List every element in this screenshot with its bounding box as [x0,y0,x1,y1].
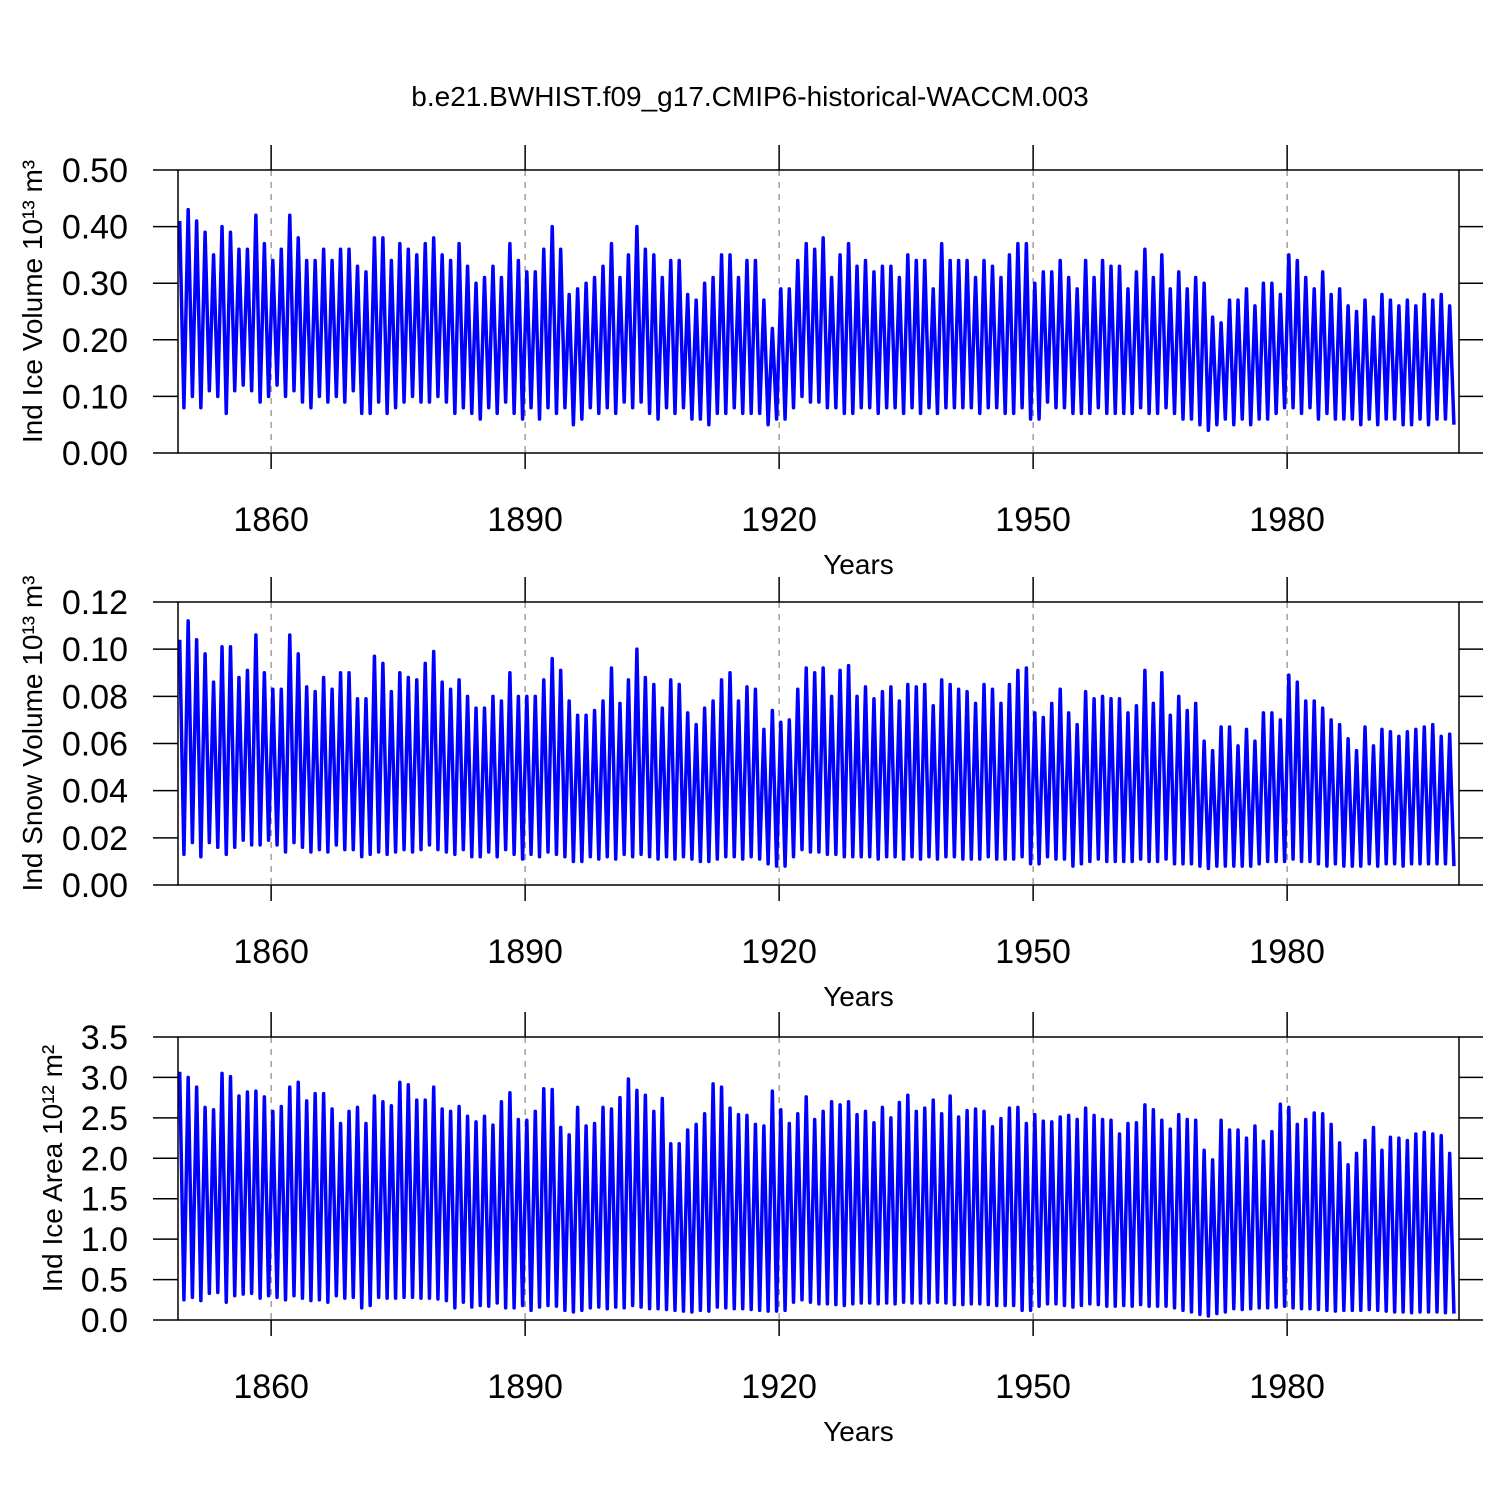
x-axis-label: Years [823,981,894,1012]
y-tick-label: 0.0 [81,1302,128,1340]
y-tick-label: 0.02 [62,820,128,858]
figure-title: b.e21.BWHIST.f09_g17.CMIP6-historical-WA… [411,81,1088,112]
x-tick-label: 1890 [487,933,563,971]
y-tick-label: 1.5 [81,1181,128,1219]
x-tick-label: 1920 [741,501,817,539]
y-tick-label: 0.50 [62,152,128,190]
plot-frame [177,1036,1460,1321]
y-tick-label: 3.0 [81,1059,128,1097]
x-tick-label: 1980 [1249,501,1325,539]
y-tick-label: 2.0 [81,1140,128,1178]
panel: 1860 1890 1920 1950 1980 0.00 0.02 0.04 0.06 0.08… [17,576,1483,1012]
x-tick-label: 1890 [487,501,563,539]
y-axis-label: Ind Snow Volume 10¹³ m³ [17,576,48,892]
x-tick-label: 1950 [995,501,1071,539]
x-tick-label: 1950 [995,933,1071,971]
x-tick-label: 1980 [1249,933,1325,971]
y-tick-label: 0.00 [62,867,128,905]
x-tick-label: 1860 [233,501,309,539]
y-tick-label: 0.08 [62,678,128,716]
y-tick-label: 0.04 [62,773,128,811]
x-tick-label: 1860 [233,933,309,971]
y-tick-label: 0.30 [62,265,128,303]
data-line [177,1071,1456,1318]
y-axis-label: Ind Ice Area 10¹² m² [37,1045,68,1292]
y-tick-label: 1.0 [81,1221,128,1259]
x-tick-label: 1890 [487,1368,563,1406]
y-tick-label: 2.5 [81,1100,128,1138]
y-tick-label: 0.5 [81,1262,128,1300]
y-tick-label: 0.10 [62,378,128,416]
y-tick-label: 0.20 [62,322,128,360]
y-tick-label: 0.10 [62,631,128,669]
data-line [177,207,1456,433]
x-axis-label: Years [823,549,894,580]
y-tick-label: 0.12 [62,584,128,622]
panel: 1860 1890 1920 1950 1980 0.00 0.10 0.20 0.30 0.40… [17,145,1483,580]
x-tick-label: 1920 [741,933,817,971]
x-tick-label: 1860 [233,1368,309,1406]
x-tick-label: 1980 [1249,1368,1325,1406]
y-tick-label: 0.06 [62,726,128,764]
x-tick-label: 1950 [995,1368,1071,1406]
panel: 1860 1890 1920 1950 19800.00.51.01.52.02.53.… [37,1012,1483,1447]
data-line [177,619,1456,871]
plot-frame [177,601,1460,886]
y-tick-label: 0.40 [62,209,128,247]
y-tick-label: 3.5 [81,1019,128,1057]
x-axis-label: Years [823,1416,894,1447]
x-tick-label: 1920 [741,1368,817,1406]
y-axis-label: Ind Ice Volume 10¹³ m³ [17,160,48,443]
plot-frame [177,169,1460,454]
y-tick-label: 0.00 [62,435,128,473]
